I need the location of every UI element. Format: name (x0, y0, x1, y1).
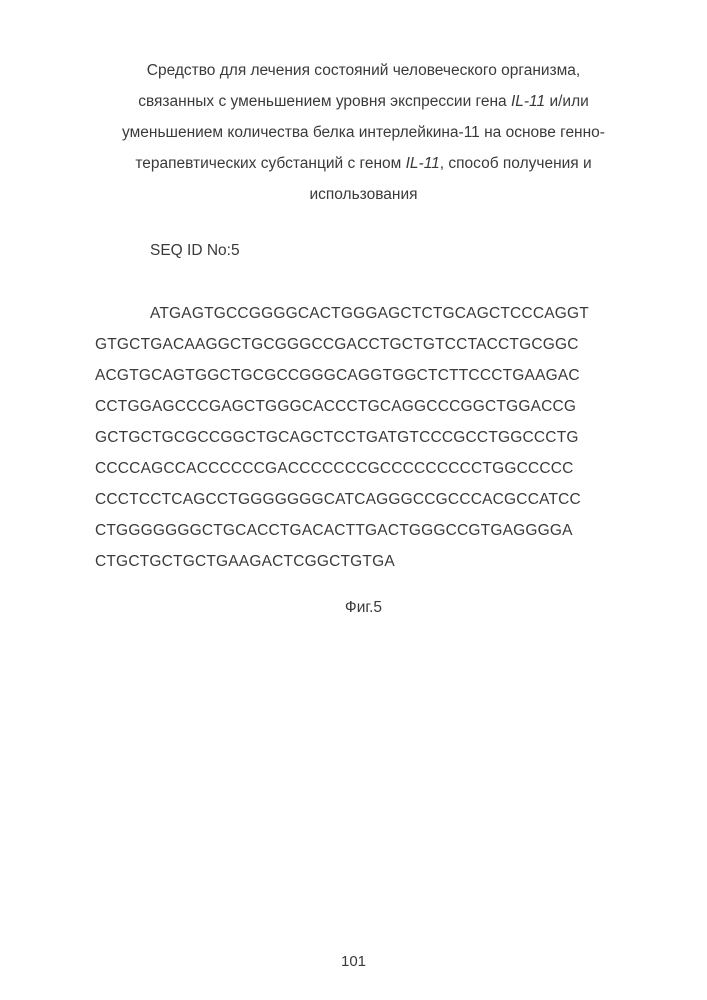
figure-caption: Фиг.5 (95, 599, 632, 617)
title-line-3: уменьшением количества белка интерлейкин… (122, 124, 605, 141)
title-line-2-pre: связанных с уменьшением уровня экспресси… (138, 93, 511, 110)
title-line-2-post: и/или (545, 93, 589, 110)
title-line-4-pre: терапевтических субстанций с геном (135, 155, 405, 172)
seq-line-6: CCCCAGCCACCCCCCGACCCCCCCGCCCCCCCCCTGGCCC… (95, 453, 632, 484)
title-line-1: Средство для лечения состояний человечес… (147, 62, 580, 79)
sequence-block: ATGAGTGCCGGGGCACTGGGAGCTCTGCAGCTCCCAGGT … (95, 298, 632, 577)
title-line-5: использования (309, 186, 417, 203)
title-line-4-italic: IL-11 (406, 155, 440, 172)
seq-line-4: CCTGGAGCCCGAGCTGGGCACCCTGCAGGCCCGGCTGGAC… (95, 391, 632, 422)
seq-line-9: CTGCTGCTGCTGAAGACTCGGCTGTGA (95, 546, 632, 577)
seq-line-3: ACGTGCAGTGGCTGCGCCGGGCAGGTGGCTCTTCCCTGAA… (95, 360, 632, 391)
seq-line-2: GTGCTGACAAGGCTGCGGGCCGACCTGCTGTCCTACCTGC… (95, 329, 632, 360)
title-line-4-post: , способ получения и (440, 155, 592, 172)
seq-line-5: GCTGCTGCGCCGGCTGCAGCTCCTGATGTCCCGCCTGGCC… (95, 422, 632, 453)
seq-line-7: CCCTCCTCAGCCTGGGGGGGCATCAGGGCCGCCCACGCCA… (95, 484, 632, 515)
document-title: Средство для лечения состояний человечес… (95, 55, 632, 210)
page-number: 101 (0, 953, 707, 970)
seq-id-label: SEQ ID No:5 (150, 242, 632, 260)
seq-line-8: CTGGGGGGGCTGCACCTGACACTTGACTGGGCCGTGAGGG… (95, 515, 632, 546)
seq-line-1: ATGAGTGCCGGGGCACTGGGAGCTCTGCAGCTCCCAGGT (95, 298, 632, 329)
page: Средство для лечения состояний человечес… (0, 0, 707, 1000)
title-line-2-italic: IL-11 (511, 93, 545, 110)
